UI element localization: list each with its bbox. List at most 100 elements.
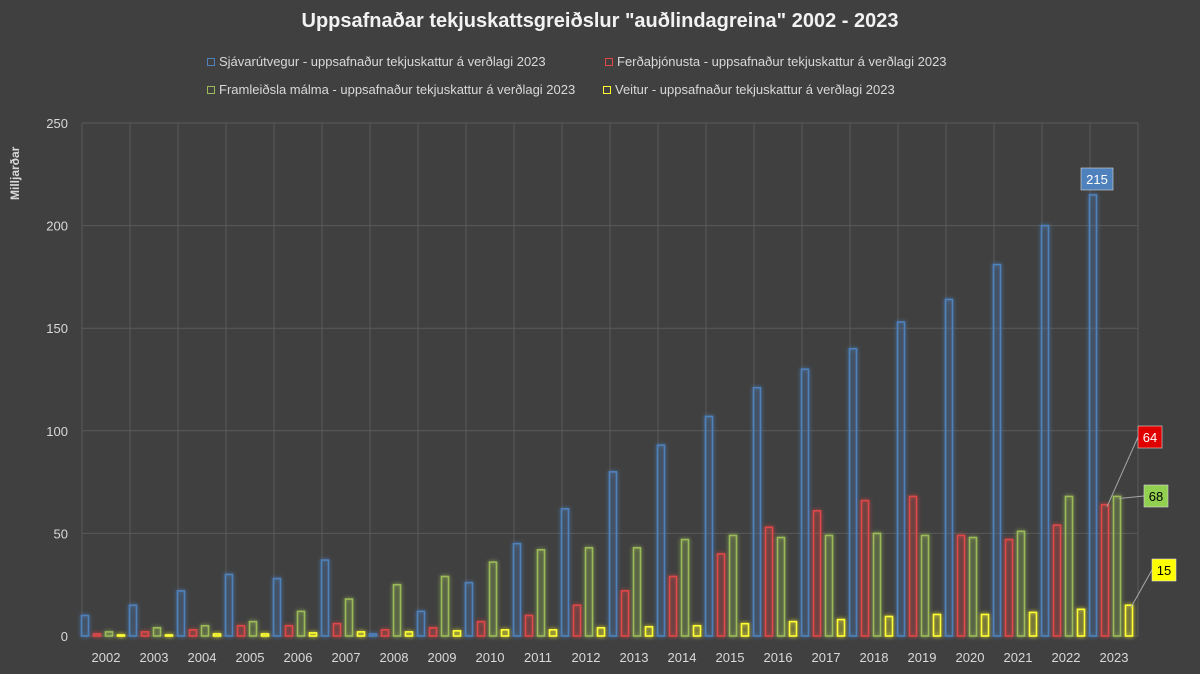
bar-1-2012 xyxy=(572,604,582,637)
x-tick-label: 2020 xyxy=(956,650,985,665)
x-tick-label: 2023 xyxy=(1100,650,1129,665)
x-tick-label: 2004 xyxy=(188,650,217,665)
legend-swatch-sjavarutvegur xyxy=(207,58,215,66)
bar-1-2010 xyxy=(476,620,486,637)
bar-0-2017 xyxy=(800,368,810,637)
bar-0-2012 xyxy=(560,507,570,637)
x-tick-label: 2011 xyxy=(524,650,552,665)
bar-2-2013 xyxy=(632,546,642,637)
bar-2-2019 xyxy=(920,534,930,637)
x-tick-label: 2021 xyxy=(1004,650,1033,665)
x-tick-label: 2016 xyxy=(764,650,793,665)
bar-1-2004 xyxy=(188,629,198,637)
x-tick-label: 2013 xyxy=(620,650,649,665)
bar-0-2002 xyxy=(80,614,90,637)
x-tick-label: 2005 xyxy=(236,650,265,665)
bar-0-2011 xyxy=(512,542,522,637)
bar-3-2020 xyxy=(980,613,990,637)
bar-2-2005 xyxy=(248,620,258,637)
bar-3-2016 xyxy=(788,620,798,637)
data-label-leader xyxy=(1130,569,1153,608)
bar-0-2018 xyxy=(848,347,858,637)
bar-1-2022 xyxy=(1052,524,1062,637)
bar-2-2008 xyxy=(392,583,402,637)
legend-item-sjavarutvegur: Sjávarútvegur - uppsafnaður tekjuskattur… xyxy=(207,54,546,69)
bar-3-2010 xyxy=(500,629,510,637)
x-tick-label: 2007 xyxy=(332,650,361,665)
data-label: 215 xyxy=(1086,172,1108,187)
bar-2-2009 xyxy=(440,575,450,637)
bar-1-2016 xyxy=(764,526,774,637)
legend-swatch-veitur xyxy=(603,86,611,94)
bar-3-2022 xyxy=(1076,608,1086,637)
bar-3-2009 xyxy=(452,630,462,637)
bar-0-2010 xyxy=(464,581,474,637)
data-label-box xyxy=(1137,425,1163,449)
bar-0-2014 xyxy=(656,444,666,637)
bar-3-2012 xyxy=(596,626,606,637)
bar-1-2018 xyxy=(860,499,870,637)
bar-2-2022 xyxy=(1064,495,1074,637)
chart-title: Uppsafnaðar tekjuskattsgreiðslur "auðlin… xyxy=(301,10,899,32)
bar-1-2009 xyxy=(428,626,438,637)
bar-0-2016 xyxy=(752,386,762,637)
bar-2-2020 xyxy=(968,536,978,637)
bar-1-2019 xyxy=(908,495,918,637)
bar-3-2017 xyxy=(836,618,846,637)
bar-2-2006 xyxy=(296,610,306,637)
bar-2-2016 xyxy=(776,536,786,637)
bar-1-2003 xyxy=(140,631,150,637)
y-tick-label: 100 xyxy=(46,424,68,439)
data-label: 64 xyxy=(1143,430,1157,445)
y-tick-label: 0 xyxy=(61,629,68,644)
bar-2-2012 xyxy=(584,546,594,637)
x-tick-label: 2003 xyxy=(140,650,169,665)
bar-0-2019 xyxy=(896,321,906,637)
x-tick-label: 2014 xyxy=(668,650,697,665)
bar-0-2009 xyxy=(416,610,426,637)
bar-1-2007 xyxy=(332,622,342,637)
x-tick-label: 2017 xyxy=(812,650,841,665)
bar-2-2002 xyxy=(104,631,114,637)
bar-0-2015 xyxy=(704,415,714,637)
bar-1-2020 xyxy=(956,534,966,637)
bar-3-2007 xyxy=(356,631,366,637)
bar-3-2002 xyxy=(116,634,126,637)
data-label-box xyxy=(1143,484,1169,508)
legend-item-framleidsla-malma: Framleiðsla málma - uppsafnaður tekjuska… xyxy=(207,82,575,97)
legend-label-veitur: Veitur - uppsafnaður tekjuskattur á verð… xyxy=(615,82,895,97)
y-tick-label: 150 xyxy=(46,321,68,336)
legend-swatch-framleidsla-malma xyxy=(207,86,215,94)
bar-1-2005 xyxy=(236,624,246,637)
bar-1-2008 xyxy=(380,629,390,637)
x-tick-label: 2012 xyxy=(572,650,601,665)
bar-3-2004 xyxy=(212,633,222,637)
bar-3-2014 xyxy=(692,624,702,637)
bar-0-2005 xyxy=(224,573,234,637)
bar-1-2006 xyxy=(284,624,294,637)
bar-0-2007 xyxy=(320,559,330,637)
x-tick-label: 2015 xyxy=(716,650,745,665)
bar-2-2015 xyxy=(728,534,738,637)
data-label-box xyxy=(1080,167,1114,191)
x-tick-label: 2019 xyxy=(908,650,937,665)
x-tick-label: 2006 xyxy=(284,650,313,665)
legend-label-sjavarutvegur: Sjávarútvegur - uppsafnaður tekjuskattur… xyxy=(219,54,546,69)
bar-1-2002 xyxy=(92,633,102,637)
y-axis-label: Milljarðar xyxy=(8,146,22,200)
bar-1-2013 xyxy=(620,590,630,637)
bar-3-2003 xyxy=(164,634,174,637)
bar-2-2014 xyxy=(680,538,690,637)
bar-0-2013 xyxy=(608,471,618,637)
bar-2-2018 xyxy=(872,532,882,637)
x-tick-label: 2002 xyxy=(92,650,121,665)
bar-1-2014 xyxy=(668,575,678,637)
data-label-leader xyxy=(1118,495,1145,499)
bar-3-2023 xyxy=(1124,604,1134,637)
bar-3-2011 xyxy=(548,629,558,637)
bar-2-2003 xyxy=(152,626,162,637)
bar-2-2017 xyxy=(824,534,834,637)
data-label-box xyxy=(1151,558,1177,582)
